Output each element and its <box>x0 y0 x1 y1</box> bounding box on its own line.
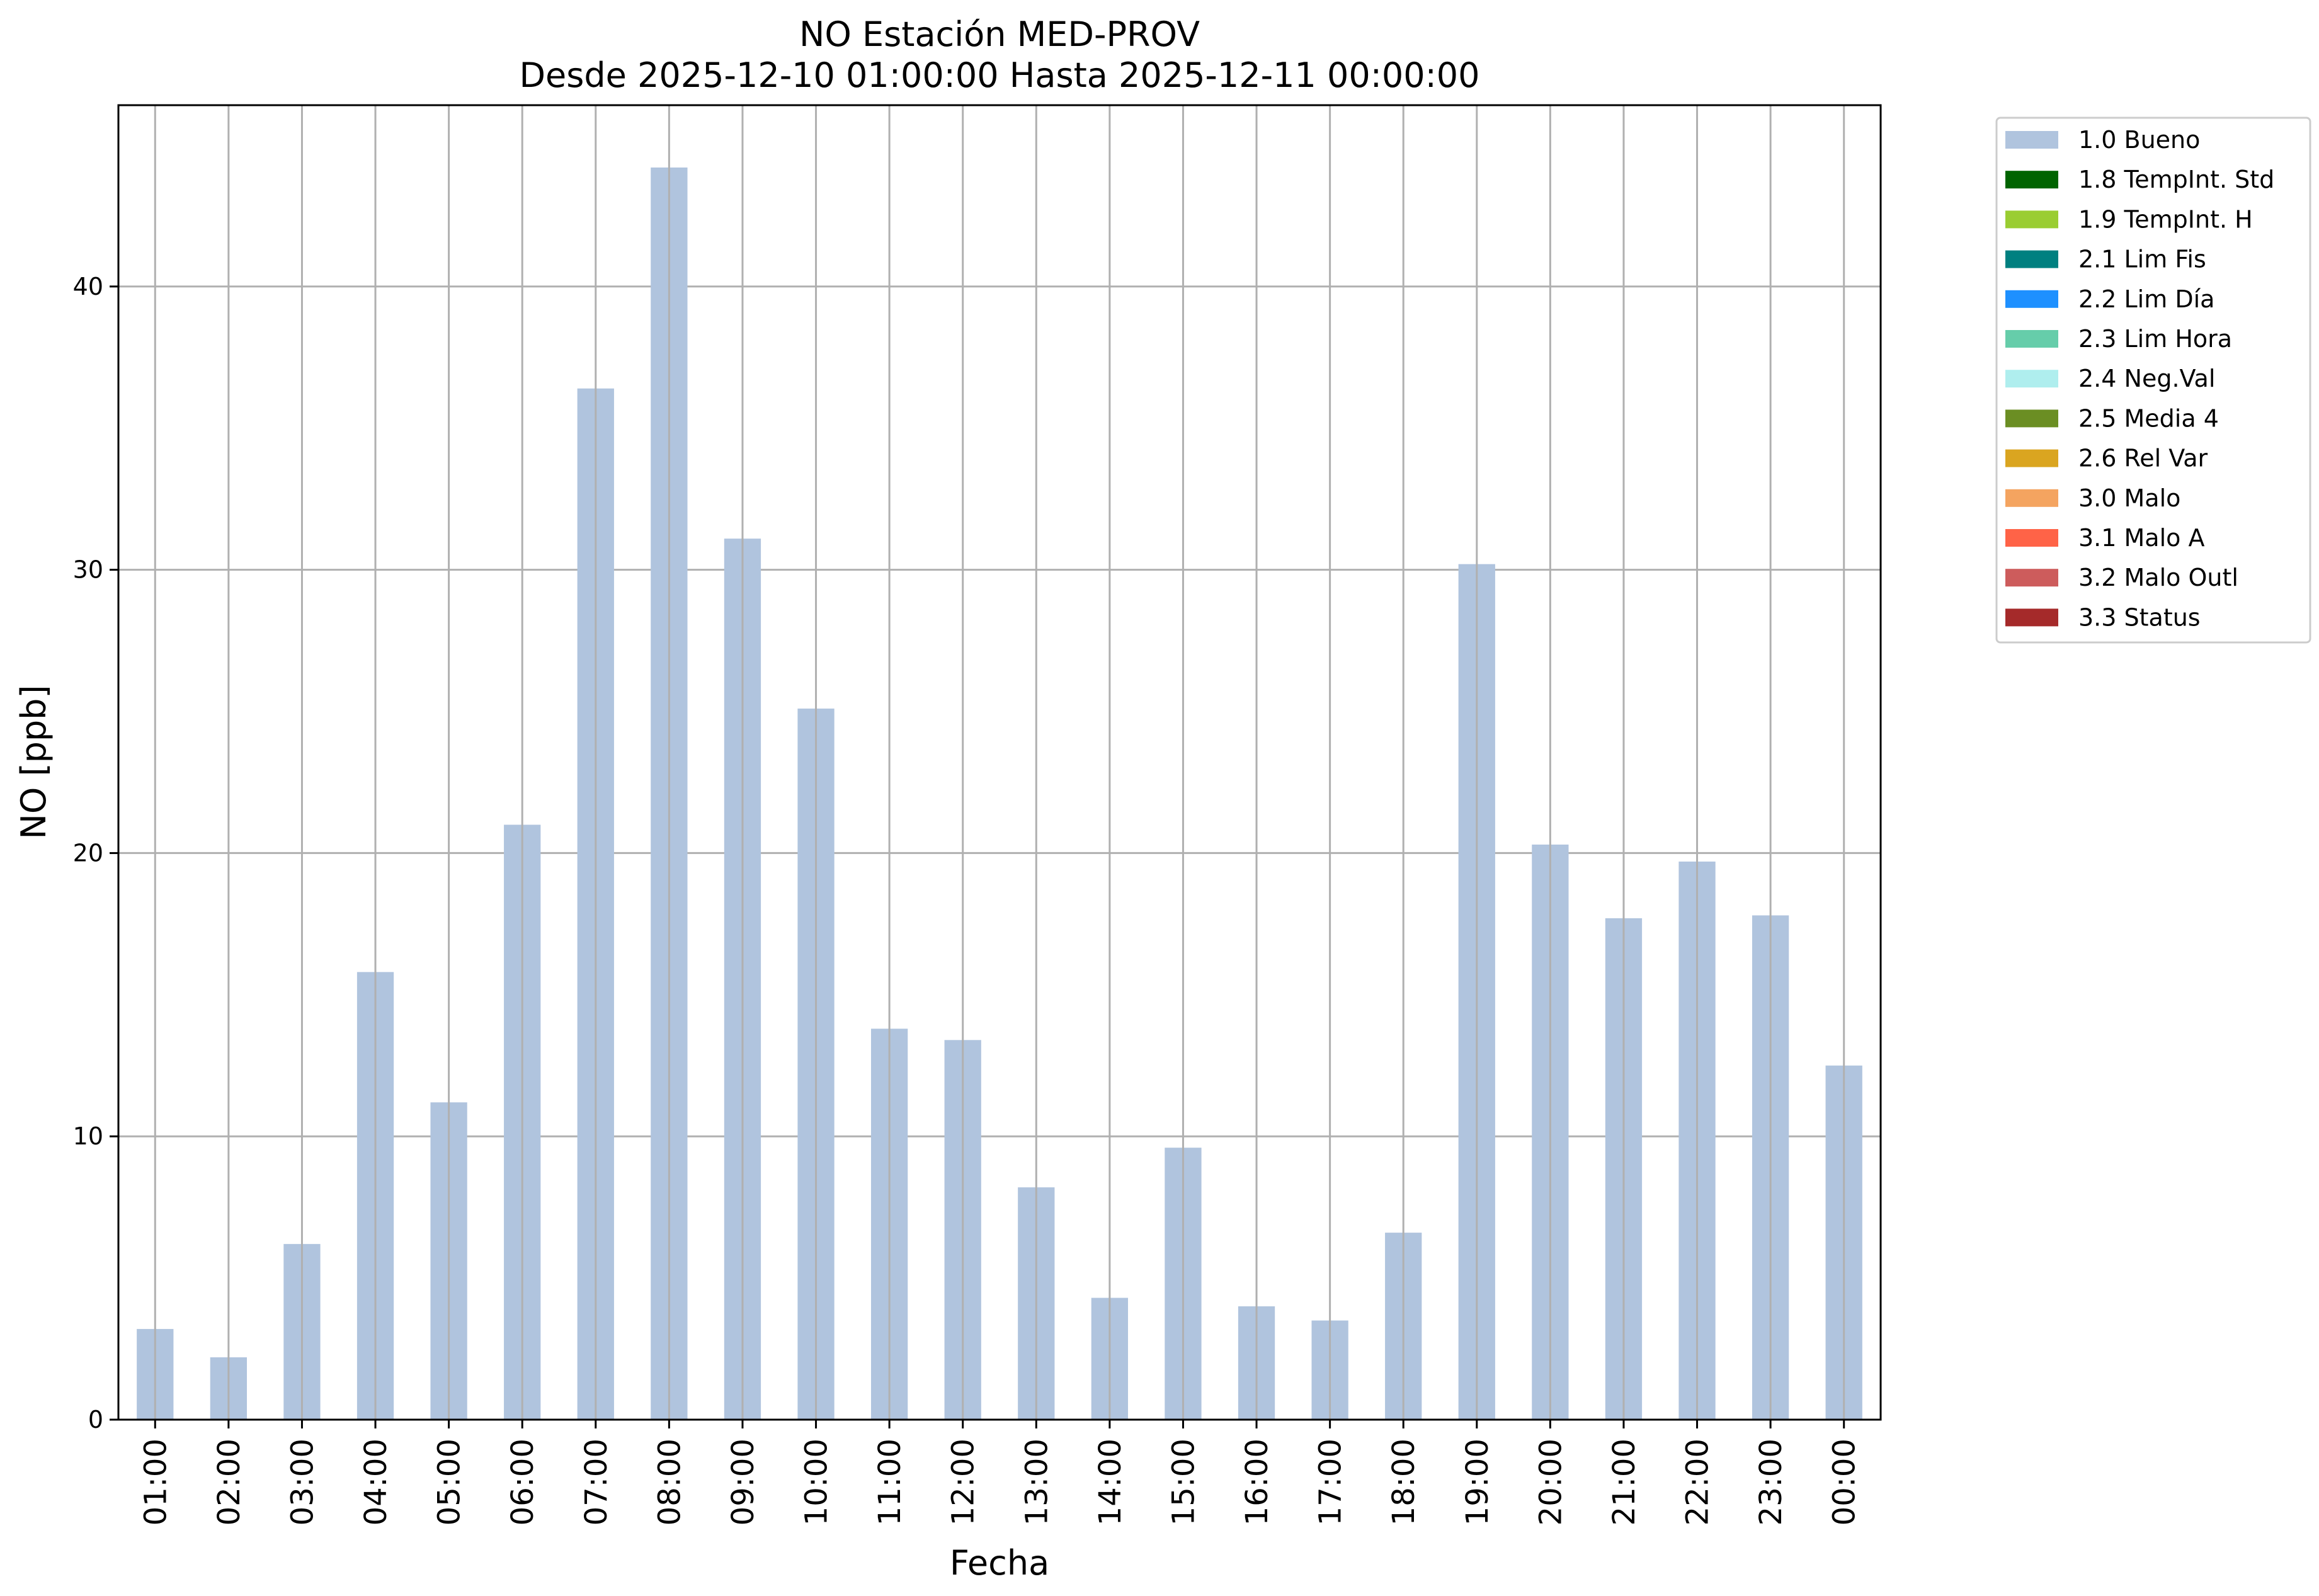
legend-item: 1.8 TempInt. Std <box>2005 166 2274 193</box>
x-axis-ticks: 01:00 02:00 03:00 04:00 05:00 06:00 07:00 08:00… <box>138 1420 1862 1525</box>
x-tick-label: 18:00 <box>1386 1439 1422 1525</box>
x-tick-label: 21:00 <box>1607 1439 1642 1525</box>
x-tick-label: 14:00 <box>1093 1439 1128 1525</box>
x-tick-label: 09:00 <box>726 1439 761 1525</box>
legend-label: 2.1 Lim Fis <box>2078 246 2206 273</box>
legend-swatch <box>2005 171 2058 189</box>
x-tick-label: 03:00 <box>285 1439 320 1525</box>
x-tick-label: 20:00 <box>1533 1439 1568 1525</box>
legend-label: 2.5 Media 4 <box>2078 404 2219 432</box>
legend-swatch <box>2005 449 2058 467</box>
legend-swatch <box>2005 489 2058 507</box>
legend-item: 2.5 Media 4 <box>2005 404 2219 432</box>
x-tick-label: 01:00 <box>138 1439 173 1525</box>
y-axis-ticks: 0 10 20 30 40 <box>73 273 118 1434</box>
legend-label: 3.2 Malo Outl <box>2078 564 2238 591</box>
x-tick-label: 11:00 <box>872 1439 908 1525</box>
y-tick-label: 40 <box>73 273 103 300</box>
legend-label: 2.2 Lim Día <box>2078 285 2214 313</box>
legend-label: 2.6 Rel Var <box>2078 445 2208 472</box>
legend-item: 2.6 Rel Var <box>2005 445 2208 472</box>
x-tick-label: 23:00 <box>1753 1439 1789 1525</box>
legend-swatch <box>2005 131 2058 149</box>
chart-title: NO Estación MED-PROV <box>799 14 1200 54</box>
x-tick-label: 17:00 <box>1313 1439 1348 1525</box>
legend-swatch <box>2005 370 2058 388</box>
legend-item: 3.0 Malo <box>2005 484 2180 512</box>
legend-swatch <box>2005 409 2058 428</box>
legend-item: 2.4 Neg.Val <box>2005 365 2215 392</box>
legend-item: 2.3 Lim Hora <box>2005 325 2232 353</box>
legend-items: 1.0 Bueno 1.8 TempInt. Std 1.9 TempInt. H 2… <box>2005 126 2274 631</box>
grid-horizontal <box>118 285 1881 1137</box>
x-tick-label: 08:00 <box>652 1439 687 1525</box>
chart-subtitle: Desde 2025-12-10 01:00:00 Hasta 2025-12-… <box>519 55 1479 95</box>
legend: 1.0 Bueno 1.8 TempInt. Std 1.9 TempInt. H 2… <box>1995 117 2311 644</box>
x-tick-label: 12:00 <box>946 1439 981 1525</box>
legend-label: 2.3 Lim Hora <box>2078 325 2232 353</box>
legend-swatch <box>2005 210 2058 229</box>
x-tick-label: 06:00 <box>505 1439 540 1525</box>
legend-swatch <box>2005 569 2058 587</box>
plot-area: 0 10 20 30 40 01:00 02:00 03:00 04:00 05:00 06:00… <box>73 104 1882 1525</box>
legend-swatch <box>2005 608 2058 627</box>
y-tick-label: 10 <box>73 1122 103 1150</box>
x-tick-label: 00:00 <box>1827 1439 1862 1525</box>
legend-label: 3.3 Status <box>2078 603 2201 631</box>
legend-item: 2.1 Lim Fis <box>2005 246 2206 273</box>
x-tick-label: 05:00 <box>432 1439 467 1525</box>
legend-label: 3.0 Malo <box>2078 484 2180 512</box>
x-tick-label: 07:00 <box>579 1439 614 1525</box>
legend-item: 1.0 Bueno <box>2005 126 2200 154</box>
x-tick-label: 13:00 <box>1019 1439 1054 1525</box>
x-axis-label: Fecha <box>950 1543 1049 1583</box>
legend-label: 2.4 Neg.Val <box>2078 365 2215 392</box>
plot-frame <box>117 104 1882 1421</box>
legend-item: 3.2 Malo Outl <box>2005 564 2238 591</box>
y-axis-label: NO [ppb] <box>14 685 54 839</box>
x-tick-label: 15:00 <box>1166 1439 1201 1525</box>
legend-swatch <box>2005 250 2058 268</box>
y-tick-label: 20 <box>73 839 103 867</box>
legend-item: 3.3 Status <box>2005 603 2201 631</box>
legend-label: 1.9 TempInt. H <box>2078 205 2253 233</box>
x-tick-label: 22:00 <box>1680 1439 1716 1525</box>
legend-label: 1.8 TempInt. Std <box>2078 166 2274 193</box>
x-tick-label: 19:00 <box>1460 1439 1495 1525</box>
legend-item: 1.9 TempInt. H <box>2005 205 2253 233</box>
x-tick-label: 10:00 <box>799 1439 835 1525</box>
x-tick-label: 16:00 <box>1239 1439 1275 1525</box>
legend-box <box>1995 117 2311 644</box>
legend-swatch <box>2005 330 2058 348</box>
y-tick-label: 30 <box>73 556 103 584</box>
legend-swatch <box>2005 290 2058 308</box>
y-tick-label: 0 <box>88 1406 103 1434</box>
legend-item: 2.2 Lim Día <box>2005 285 2214 313</box>
x-tick-label: 02:00 <box>212 1439 247 1525</box>
grid-vertical-front <box>154 105 1845 1420</box>
legend-swatch <box>2005 529 2058 547</box>
legend-item: 3.1 Malo A <box>2005 524 2204 552</box>
legend-label: 1.0 Bueno <box>2078 126 2200 154</box>
x-tick-label: 04:00 <box>358 1439 394 1525</box>
legend-label: 3.1 Malo A <box>2078 524 2204 552</box>
